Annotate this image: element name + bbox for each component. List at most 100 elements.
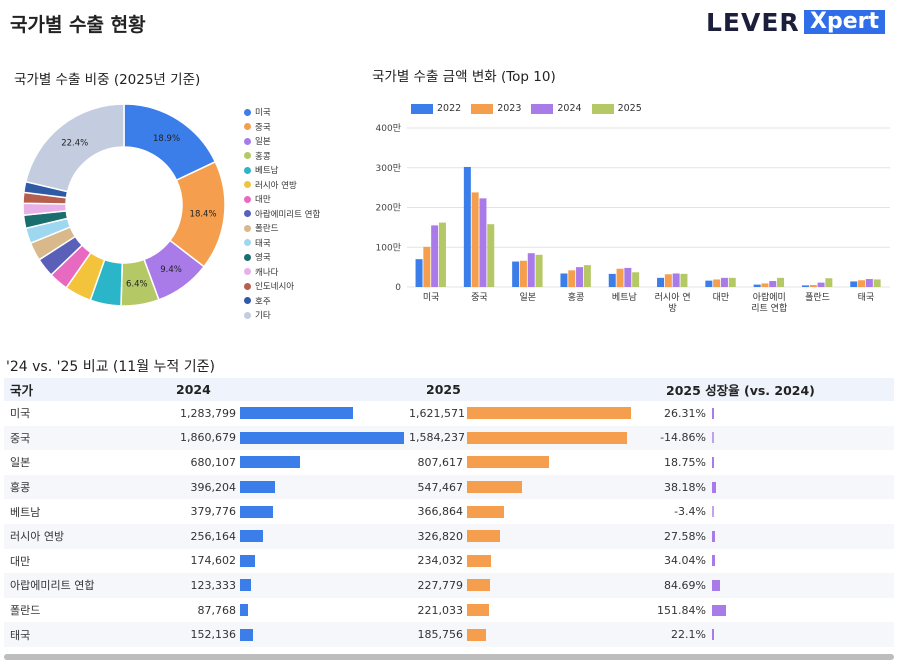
bar[interactable] xyxy=(865,279,873,287)
bar-2025 xyxy=(467,554,491,567)
bar-legend-item[interactable]: 2024 xyxy=(531,103,582,114)
bar[interactable] xyxy=(560,273,568,287)
cell-2024: 123,333 xyxy=(176,579,577,592)
donut-data-label: 18.9% xyxy=(153,134,180,144)
bar-growth xyxy=(712,579,720,591)
legend-item[interactable]: 홍콩 xyxy=(244,149,320,164)
legend-item[interactable]: 러시아 연방 xyxy=(244,178,320,193)
bar[interactable] xyxy=(583,265,591,287)
legend-item[interactable]: 기타 xyxy=(244,308,320,323)
horizontal-scrollbar[interactable] xyxy=(4,654,894,660)
cell-2025: 326,820 xyxy=(409,530,652,543)
header-2025[interactable]: 2025 xyxy=(426,382,461,397)
header-country[interactable]: 국가 xyxy=(10,383,34,398)
cell-country: 미국 xyxy=(10,407,31,421)
x-tick-label: 홍콩 xyxy=(568,291,585,303)
cell-2025: 547,467 xyxy=(409,481,652,494)
value-2025: 234,032 xyxy=(417,554,464,568)
legend-item[interactable]: 미국 xyxy=(244,105,320,120)
bar[interactable] xyxy=(576,267,584,287)
bar[interactable] xyxy=(608,273,616,287)
bar[interactable] xyxy=(519,260,527,287)
bar[interactable] xyxy=(809,285,817,287)
legend-dot xyxy=(244,137,251,145)
bar[interactable] xyxy=(873,279,881,287)
page-title: 국가별 수출 현황 xyxy=(10,14,146,36)
value-2024: 379,776 xyxy=(190,505,237,519)
bar[interactable] xyxy=(479,198,487,287)
bar[interactable] xyxy=(487,224,495,287)
cell-2025: 234,032 xyxy=(409,554,652,567)
bar[interactable] xyxy=(672,273,680,287)
legend-item[interactable]: 캐나다 xyxy=(244,265,320,280)
bar[interactable] xyxy=(664,274,672,287)
bar-legend-item[interactable]: 2023 xyxy=(471,103,521,114)
cell-2025: 221,033 xyxy=(409,604,652,617)
bar[interactable] xyxy=(568,270,576,287)
bar[interactable] xyxy=(720,277,728,287)
legend-label: 기타 xyxy=(255,311,271,322)
legend-item[interactable]: 중국 xyxy=(244,120,320,135)
donut-chart-title: 국가별 수출 비중 (2025년 기준) xyxy=(14,72,201,88)
bar[interactable] xyxy=(535,254,543,287)
value-2025: 807,617 xyxy=(417,455,464,469)
bar-2024 xyxy=(240,628,254,641)
header-growth[interactable]: 2025 성장율 (vs. 2024) xyxy=(666,383,815,398)
bar-legend-item[interactable]: 2022 xyxy=(411,103,461,114)
bar-legend-item[interactable]: 2025 xyxy=(591,103,642,114)
bar[interactable] xyxy=(817,282,825,287)
bar[interactable] xyxy=(624,267,632,287)
bar[interactable] xyxy=(728,277,736,287)
donut-slice[interactable] xyxy=(24,103,125,193)
bar[interactable] xyxy=(657,277,665,287)
cell-country: 홍콩 xyxy=(10,481,31,495)
bar[interactable] xyxy=(761,283,769,287)
bar[interactable] xyxy=(825,278,833,287)
x-tick-label: 중국 xyxy=(471,292,488,303)
header-2024[interactable]: 2024 xyxy=(176,382,211,397)
bar[interactable] xyxy=(527,253,535,287)
bar[interactable] xyxy=(463,166,471,287)
bar[interactable] xyxy=(753,284,761,287)
value-2025: 1,584,237 xyxy=(409,431,465,445)
legend-label: 베트남 xyxy=(255,166,279,177)
bar[interactable] xyxy=(858,280,866,287)
cell-country: 태국 xyxy=(10,628,31,642)
legend-item[interactable]: 인도네시아 xyxy=(244,279,320,294)
bar-legend-label: 2022 xyxy=(437,103,462,114)
value-2024: 680,107 xyxy=(190,455,237,469)
legend-dot xyxy=(244,195,251,203)
bar[interactable] xyxy=(713,279,721,287)
legend-item[interactable]: 폴란드 xyxy=(244,221,320,236)
legend-item[interactable]: 대만 xyxy=(244,192,320,207)
cell-country: 중국 xyxy=(10,431,31,445)
legend-item[interactable]: 일본 xyxy=(244,134,320,149)
bar-legend-swatch xyxy=(471,103,494,114)
bar[interactable] xyxy=(471,192,479,287)
bar[interactable] xyxy=(415,259,423,287)
legend-item[interactable]: 베트남 xyxy=(244,163,320,178)
bar[interactable] xyxy=(777,277,785,287)
bar[interactable] xyxy=(512,261,520,287)
bar[interactable] xyxy=(423,246,431,287)
cell-growth: 22.1% xyxy=(652,628,894,641)
logo-text-lever: LEVER xyxy=(706,8,800,37)
bar[interactable] xyxy=(616,268,624,287)
bar[interactable] xyxy=(680,273,688,287)
cell-2025: 227,779 xyxy=(409,579,652,592)
scrollbar-thumb[interactable] xyxy=(4,654,894,660)
bar[interactable] xyxy=(431,225,439,287)
legend-item[interactable]: 호주 xyxy=(244,294,320,309)
cell-2025: 1,584,237 xyxy=(409,431,652,444)
bar[interactable] xyxy=(850,281,858,287)
cell-growth: 38.18% xyxy=(652,481,894,494)
legend-item[interactable]: 태국 xyxy=(244,236,320,251)
legend-item[interactable]: 영국 xyxy=(244,250,320,265)
bar[interactable] xyxy=(438,222,446,287)
bar[interactable] xyxy=(705,280,713,287)
legend-item[interactable]: 아랍에미리트 연합 xyxy=(244,207,320,222)
bar[interactable] xyxy=(769,281,777,287)
bar[interactable] xyxy=(632,272,640,287)
bar[interactable] xyxy=(801,285,809,287)
